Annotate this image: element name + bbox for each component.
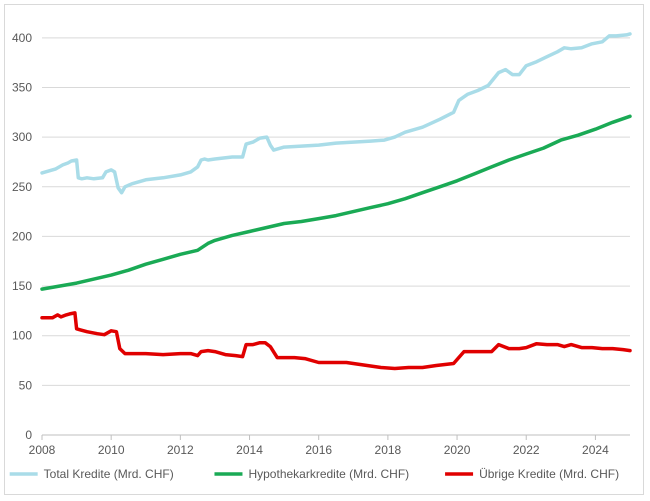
- legend-label-1: Total Kredite (Mrd. CHF): [44, 467, 174, 481]
- chart-frame: [4, 4, 644, 495]
- x-tick-label: 2022: [513, 443, 540, 457]
- y-tick-label: 300: [12, 130, 32, 144]
- legend-label-2: Hypothekarkredite (Mrd. CHF): [248, 467, 409, 481]
- x-tick-label: 2008: [29, 443, 56, 457]
- x-tick-label: 2012: [167, 443, 194, 457]
- legend-label-3: Übrige Kredite (Mrd. CHF): [479, 467, 619, 481]
- y-tick-label: 350: [12, 81, 32, 95]
- x-tick-label: 2014: [236, 443, 263, 457]
- x-tick-label: 2018: [375, 443, 402, 457]
- series-lines: [40, 32, 632, 371]
- legend: Total Kredite (Mrd. CHF) Hypothekarkredit…: [9, 467, 619, 481]
- y-tick-label: 0: [25, 428, 32, 442]
- y-tick-label: 50: [19, 378, 33, 392]
- y-axis-tick-labels: 0 50 100 150 200 250 300 350 400: [12, 31, 32, 442]
- x-tick-label: 2010: [98, 443, 125, 457]
- series-line-3: [40, 311, 632, 371]
- y-tick-label: 100: [12, 329, 32, 343]
- series-line-2: [40, 114, 632, 291]
- x-axis: [41, 434, 630, 440]
- x-tick-label: 2024: [582, 443, 609, 457]
- x-tick-label: 2020: [444, 443, 471, 457]
- y-tick-label: 200: [12, 229, 32, 243]
- y-tick-label: 150: [12, 279, 32, 293]
- y-tick-label: 400: [12, 31, 32, 45]
- x-axis-tick-labels: 2008 2010 2012 2014 2016 2018 2020 2022 2024: [29, 443, 609, 457]
- y-tick-label: 250: [12, 180, 32, 194]
- x-tick-label: 2016: [305, 443, 332, 457]
- gridlines: [42, 37, 630, 386]
- series-line-1: [40, 32, 632, 195]
